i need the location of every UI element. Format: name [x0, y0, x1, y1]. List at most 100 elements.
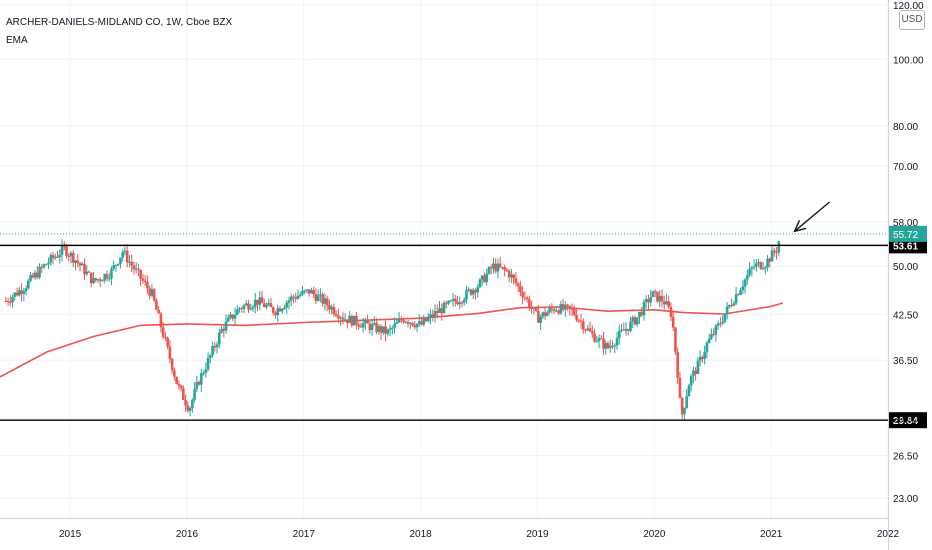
candle-body [170, 358, 174, 371]
candle-body [537, 310, 540, 323]
candle-body [18, 290, 21, 296]
x-tick-label: 2019 [526, 529, 549, 540]
candle-body [173, 370, 176, 377]
horizontal-levels[interactable]: 53.61 29.84 55.72 [0, 225, 927, 429]
candle-body [339, 317, 342, 319]
candle-body [714, 325, 718, 335]
candle-body [712, 334, 715, 336]
candle-body [755, 263, 758, 267]
candle-body [276, 308, 280, 316]
candle-body [521, 292, 524, 298]
last-price-label: 55.72 [893, 230, 918, 241]
candle-body [519, 285, 522, 293]
candle-body [710, 334, 713, 339]
candle-body [568, 305, 572, 309]
y-tick-label: 80.00 [893, 122, 918, 133]
candle-body [665, 301, 668, 305]
candle-body [49, 255, 53, 263]
candle-body [573, 309, 576, 315]
candle-body [94, 278, 98, 281]
candle-body [71, 252, 75, 263]
candle-body [660, 295, 664, 302]
candle-body [761, 268, 765, 270]
candle-body [137, 268, 140, 270]
candle-body [400, 319, 403, 321]
candle-body [58, 254, 62, 258]
candle-body [47, 262, 50, 265]
candle-body [298, 294, 302, 296]
candle-body [253, 299, 257, 307]
candle-body [606, 343, 610, 348]
candle-body [40, 266, 44, 268]
candle-body [271, 307, 275, 314]
candle-body [130, 261, 133, 266]
candle-body [69, 252, 73, 257]
candle-body [211, 346, 214, 356]
candle-body [179, 385, 183, 389]
ema-series [0, 302, 784, 378]
candle-body [498, 263, 502, 268]
candle-body [206, 357, 210, 370]
candle-body [343, 319, 347, 321]
candle-body [422, 318, 426, 325]
arrow-shaft[interactable] [794, 201, 831, 232]
candle-body [674, 327, 677, 352]
candle-body [602, 338, 605, 349]
candle-body [166, 337, 169, 347]
candle-body [310, 290, 313, 294]
candle-body [703, 352, 706, 359]
candle-body [471, 290, 475, 295]
candle-body [701, 356, 704, 359]
candle-body [150, 289, 154, 296]
candle-body [148, 288, 151, 296]
candle-body [235, 309, 239, 315]
candle-body [366, 319, 369, 324]
candle-body [96, 279, 100, 281]
candle-body [346, 319, 349, 323]
candle-body [33, 272, 37, 278]
currency-button[interactable]: USD [899, 10, 925, 30]
candle-body [656, 291, 659, 302]
candle-body [402, 320, 405, 323]
candle-body [680, 397, 684, 415]
arrow-head[interactable] [793, 220, 807, 233]
indicator-label: EMA [6, 35, 28, 46]
candle-body [692, 370, 695, 377]
candle-body [22, 291, 26, 294]
x-tick-label: 2016 [176, 529, 199, 540]
candle-body [152, 289, 156, 301]
chart-grid [0, 0, 889, 518]
candle-body [323, 298, 327, 304]
candle-body [611, 345, 614, 347]
candle-body [474, 290, 477, 293]
candle-body [770, 250, 774, 262]
candle-body [175, 376, 178, 384]
candle-body [523, 297, 527, 299]
candle-body [667, 301, 670, 307]
candle-body [98, 279, 102, 281]
y-tick-label: 70.00 [893, 162, 918, 173]
candle-body [671, 316, 675, 328]
candle-body [528, 299, 531, 308]
candle-body [143, 280, 147, 283]
candle-body [361, 323, 365, 328]
candle-body [640, 311, 644, 316]
y-tick-label: 100.00 [893, 55, 924, 66]
candle-body [226, 317, 230, 322]
candle-body [406, 321, 410, 324]
candle-body [456, 301, 459, 305]
candle-body [191, 399, 194, 409]
y-tick-label: 30.00 [893, 415, 918, 426]
candle-body [613, 345, 617, 347]
candle-body [125, 250, 129, 263]
candle-body [244, 303, 248, 306]
candle-body [546, 312, 549, 316]
candle-body [725, 306, 729, 315]
candle-body [157, 309, 160, 314]
candle-body [669, 306, 673, 317]
ema-line [0, 302, 784, 378]
annotation-layer[interactable] [793, 201, 831, 233]
level-price-label: 29.84 [893, 416, 918, 427]
